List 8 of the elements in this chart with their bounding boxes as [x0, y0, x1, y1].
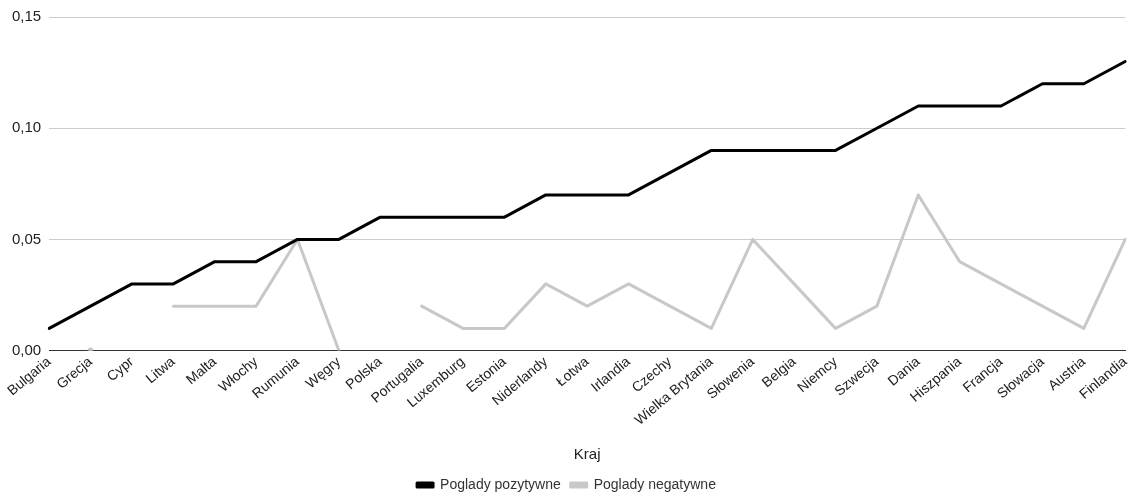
y-tick-label: 0,05	[11, 229, 42, 247]
legend-label: Poglady pozytywne	[440, 475, 561, 492]
y-tick-label: 0,00	[11, 340, 42, 358]
legend-label: Poglady negatywne	[593, 475, 717, 492]
x-axis-title: Kraj	[573, 445, 601, 463]
y-tick-label: 0,15	[11, 7, 42, 25]
y-tick-label: 0,10	[11, 118, 42, 136]
x-tick-label: Cypr	[103, 352, 137, 385]
